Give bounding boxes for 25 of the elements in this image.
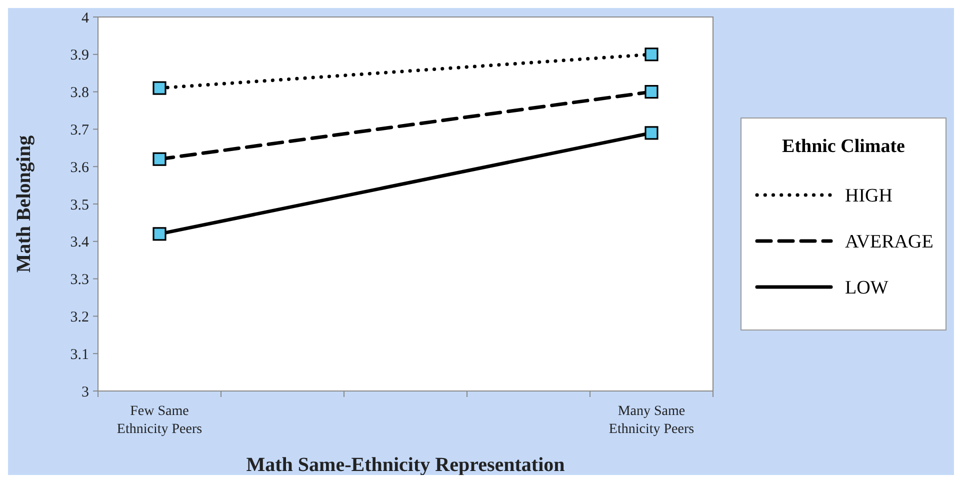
point	[644, 85, 658, 99]
y-tick-label: 3.6	[70, 160, 90, 176]
point	[152, 81, 166, 95]
legend-label: AVERAGE	[845, 232, 934, 253]
legend-label: HIGH	[845, 186, 893, 207]
y-tick-label: 3.8	[70, 85, 89, 102]
y-tick-label: 3.4	[70, 234, 90, 251]
y-tick-label: 3.2	[70, 309, 89, 326]
y-tick-label: 4	[82, 10, 90, 26]
x-axis-title: Math Same-Ethnicity Representation	[246, 454, 565, 476]
legend-label: LOW	[845, 278, 888, 299]
y-tick-label: 3.1	[70, 346, 89, 363]
x-tick-label: Few Same Ethnicity Peers	[116, 404, 202, 437]
point	[644, 126, 658, 140]
y-tick-label: 3	[82, 384, 89, 400]
x-tick-label: Many Same Ethnicity Peers	[608, 404, 694, 437]
y-tick-label: 3.3	[70, 272, 89, 288]
point	[152, 152, 166, 166]
y-tick-label: 3.7	[70, 122, 90, 138]
y-axis-title: Math Belonging	[13, 135, 35, 273]
legend-title: Ethnic Climate	[782, 136, 905, 157]
point	[152, 227, 166, 241]
point	[644, 48, 658, 62]
y-tick-label: 3.9	[70, 48, 89, 64]
y-tick-label: 3.5	[70, 197, 89, 214]
